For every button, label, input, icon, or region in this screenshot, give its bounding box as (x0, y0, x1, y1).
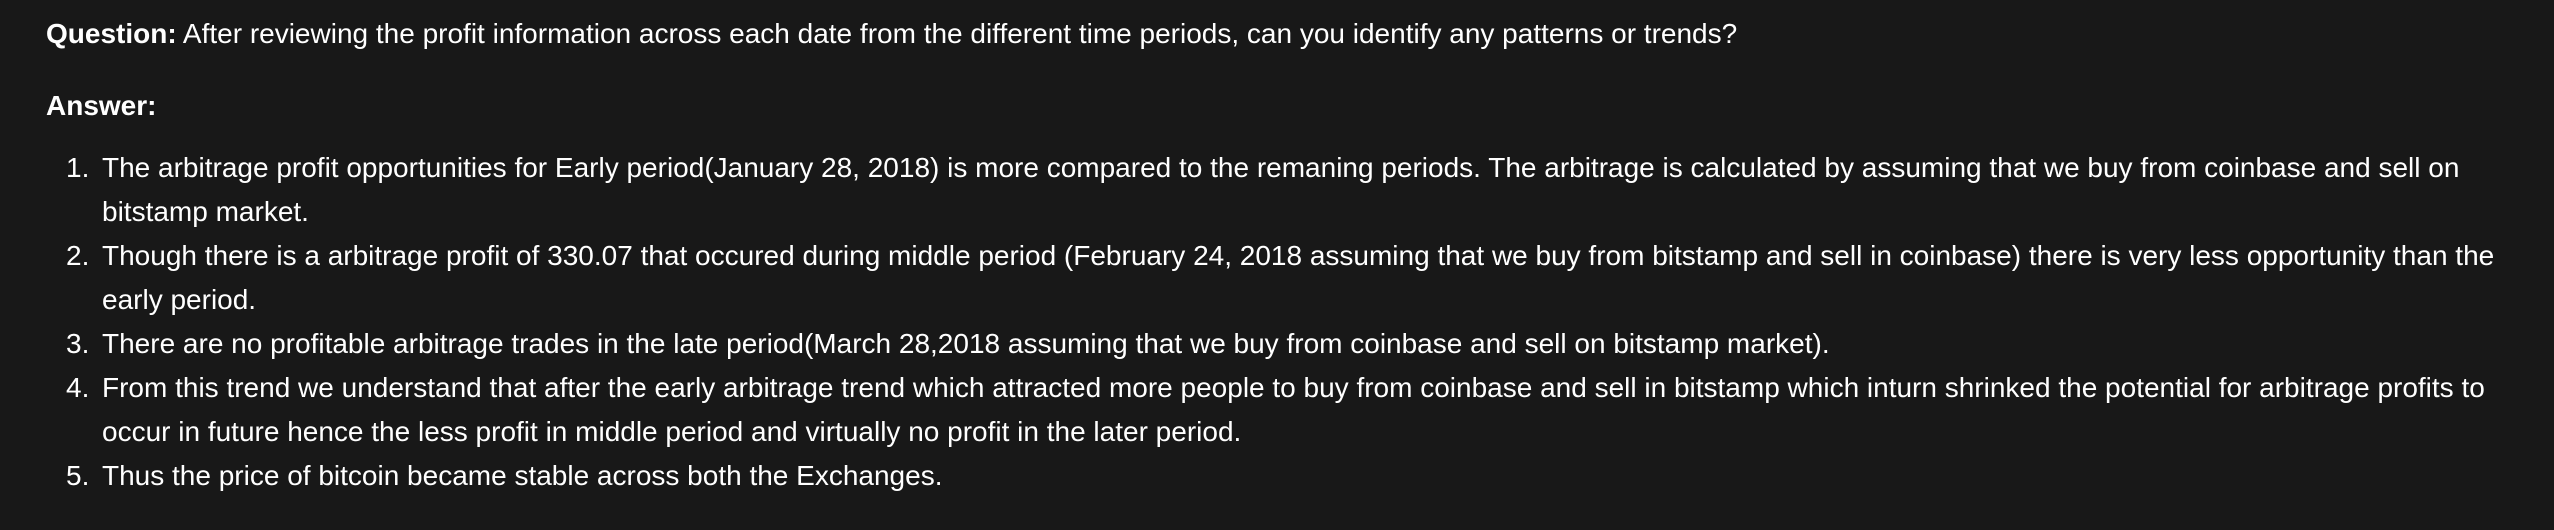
answer-item-number: 2. (66, 240, 90, 271)
answer-item-text: Thus the price of bitcoin became stable … (102, 460, 943, 491)
answer-item-5: 5. Thus the price of bitcoin became stab… (66, 454, 2514, 498)
answer-item-number: 4. (66, 372, 90, 403)
answer-item-number: 5. (66, 460, 90, 491)
answer-item-text: There are no profitable arbitrage trades… (102, 328, 1830, 359)
question-label: Question: (46, 18, 177, 49)
answer-line: Answer: (46, 84, 2514, 128)
answer-item-text: The arbitrage profit opportunities for E… (102, 152, 2460, 227)
question-line: Question: After reviewing the profit inf… (46, 12, 2514, 56)
answer-item-2: 2. Though there is a arbitrage profit of… (66, 234, 2514, 322)
answer-item-3: 3. There are no profitable arbitrage tra… (66, 322, 2514, 366)
answer-item-number: 1. (66, 152, 90, 183)
answer-item-4: 4. From this trend we understand that af… (66, 366, 2514, 454)
answer-label: Answer: (46, 90, 157, 121)
question-text: After reviewing the profit information a… (182, 18, 1738, 49)
answer-item-text: From this trend we understand that after… (102, 372, 2485, 447)
answer-list: 1. The arbitrage profit opportunities fo… (46, 146, 2514, 498)
answer-item-text: Though there is a arbitrage profit of 33… (102, 240, 2495, 315)
answer-item-number: 3. (66, 328, 90, 359)
answer-item-1: 1. The arbitrage profit opportunities fo… (66, 146, 2514, 234)
